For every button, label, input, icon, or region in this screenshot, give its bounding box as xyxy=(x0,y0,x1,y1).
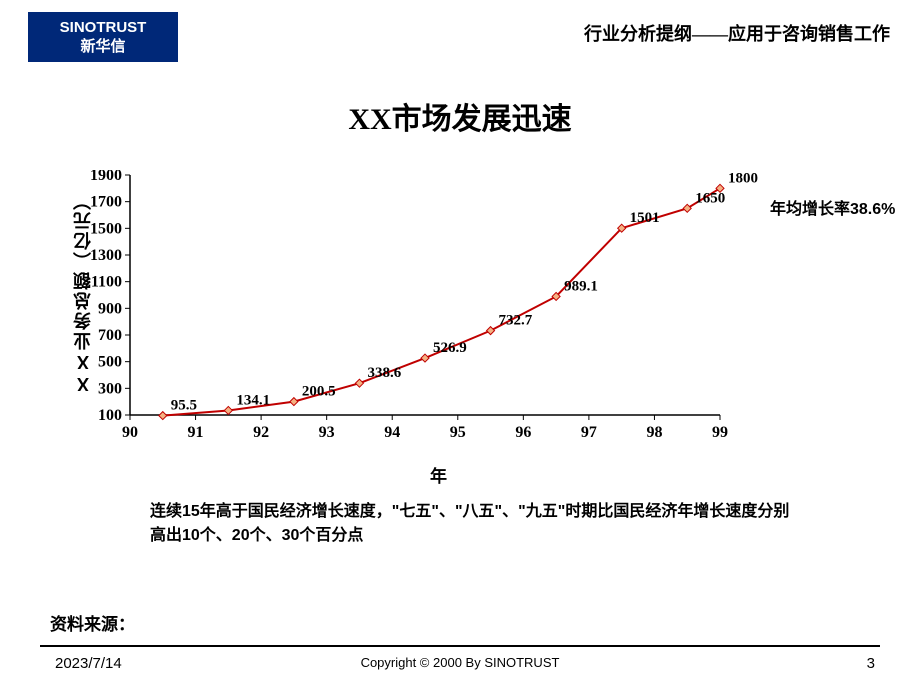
svg-text:1900: 1900 xyxy=(90,170,122,184)
svg-text:900: 900 xyxy=(98,300,122,317)
svg-text:989.1: 989.1 xyxy=(564,278,598,294)
chart-svg: 100 300 500 700 900 1100 1300 1500 1700 1900 90 91 9… xyxy=(70,170,760,460)
svg-text:732.7: 732.7 xyxy=(499,313,533,329)
chart: 100 300 500 700 900 1100 1300 1500 1700 1900 90 91 9… xyxy=(70,170,760,460)
page-title: XX市场发展迅速 xyxy=(0,94,920,138)
growth-annotation: 年均增长率38.6% xyxy=(770,200,900,221)
svg-text:91: 91 xyxy=(188,424,204,441)
svg-text:1300: 1300 xyxy=(90,247,122,264)
footer-page: 3 xyxy=(867,655,875,672)
logo-line1: SINOTRUST xyxy=(60,18,147,38)
logo-box: SINOTRUST 新华信 xyxy=(28,12,178,62)
svg-text:100: 100 xyxy=(98,407,122,424)
svg-text:1700: 1700 xyxy=(90,194,122,211)
caption: 连续15年高于国民经济增长速度，"七五"、"八五"、"九五"时期比国民经济年增长… xyxy=(150,500,790,548)
svg-text:95: 95 xyxy=(450,424,466,441)
footer-divider xyxy=(40,645,880,647)
svg-text:134.1: 134.1 xyxy=(236,392,270,408)
svg-text:98: 98 xyxy=(646,424,662,441)
header-right: 行业分析提纲——应用于咨询销售工作 xyxy=(584,20,890,46)
svg-text:1500: 1500 xyxy=(90,220,122,237)
svg-text:92: 92 xyxy=(253,424,269,441)
x-axis-label: 年 xyxy=(430,462,447,487)
svg-text:338.6: 338.6 xyxy=(367,365,401,381)
svg-text:500: 500 xyxy=(98,354,122,371)
svg-text:200.5: 200.5 xyxy=(302,384,336,400)
svg-text:99: 99 xyxy=(712,424,728,441)
svg-text:1100: 1100 xyxy=(91,274,122,291)
svg-text:96: 96 xyxy=(515,424,531,441)
svg-text:97: 97 xyxy=(581,424,597,441)
svg-text:700: 700 xyxy=(98,327,122,344)
svg-text:300: 300 xyxy=(98,380,122,397)
svg-text:95.5: 95.5 xyxy=(171,398,197,414)
svg-text:90: 90 xyxy=(122,424,138,441)
svg-text:1650: 1650 xyxy=(695,190,725,206)
svg-text:526.9: 526.9 xyxy=(433,340,467,356)
svg-text:1501: 1501 xyxy=(630,210,660,226)
svg-text:93: 93 xyxy=(319,424,335,441)
svg-text:94: 94 xyxy=(384,424,400,441)
logo-line2: 新华信 xyxy=(80,37,125,57)
source-label: 资料来源： xyxy=(50,610,135,635)
svg-text:1800: 1800 xyxy=(728,170,758,186)
footer-copyright: Copyright © 2000 By SINOTRUST xyxy=(0,655,920,670)
